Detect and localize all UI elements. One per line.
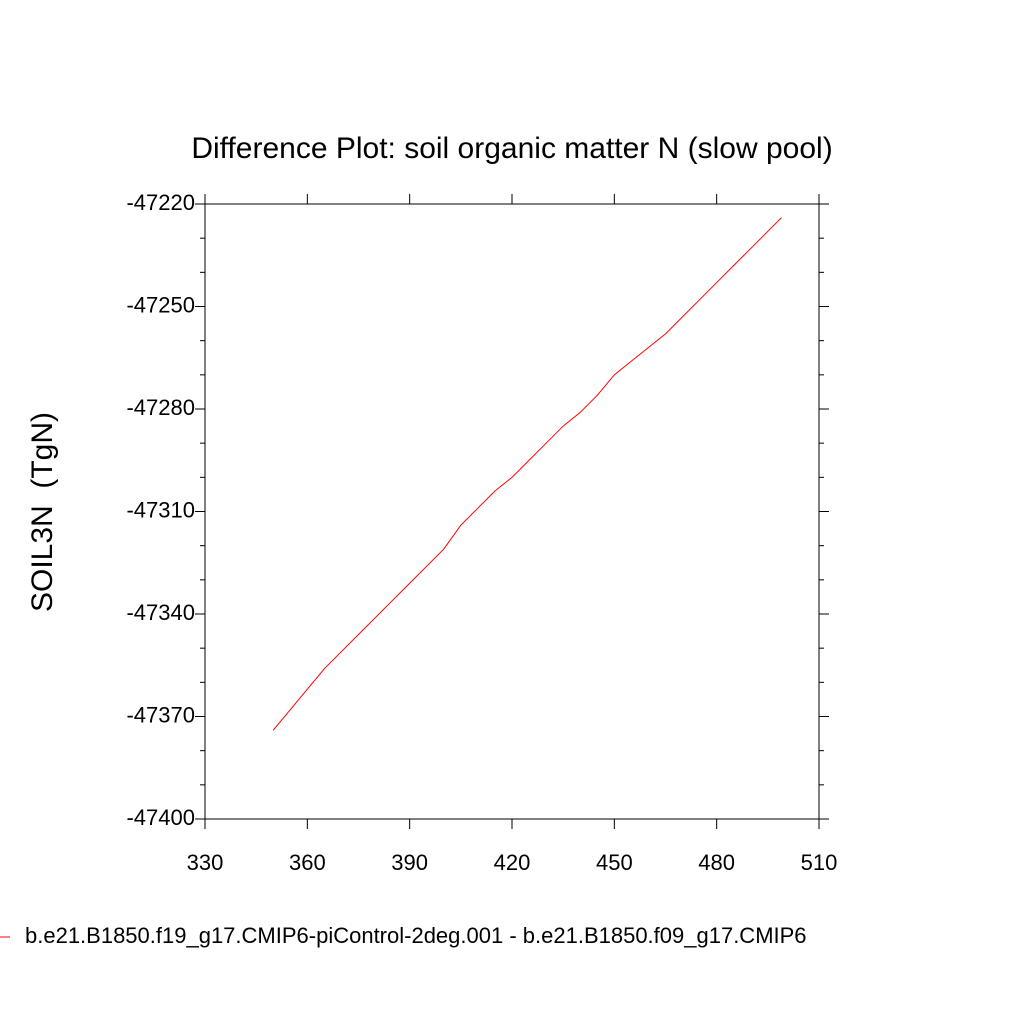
x-tick-label: 390 (391, 850, 428, 875)
x-tick-label: 480 (698, 850, 735, 875)
y-tick-label: -47370 (126, 702, 195, 727)
x-tick-label: 450 (596, 850, 633, 875)
y-tick-label: -47220 (126, 190, 195, 215)
y-tick-label: -47400 (126, 805, 195, 830)
data-line (272, 217, 782, 731)
legend-label: b.e21.B1850.f19_g17.CMIP6-piControl-2deg… (25, 923, 807, 948)
y-tick-label: -47250 (126, 292, 195, 317)
y-tick-label: -47280 (126, 395, 195, 420)
y-tick-label: -47310 (126, 497, 195, 522)
x-tick-label: 330 (187, 850, 224, 875)
x-tick-label: 360 (289, 850, 326, 875)
y-tick-label: -47340 (126, 600, 195, 625)
y-axis-label: SOIL3N (TgN) (26, 412, 59, 612)
x-tick-label: 510 (801, 850, 838, 875)
chart-title: Difference Plot: soil organic matter N (… (191, 132, 832, 165)
x-tick-label: 420 (494, 850, 531, 875)
